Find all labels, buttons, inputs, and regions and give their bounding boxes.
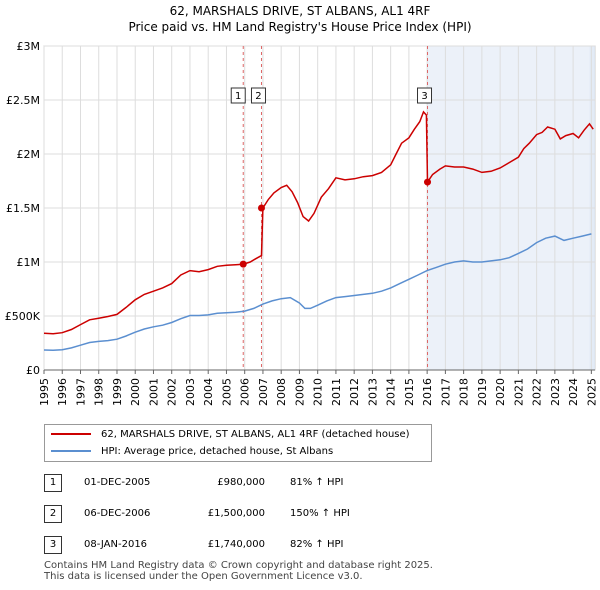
x-tick-label: 2009 xyxy=(293,378,306,406)
sale-number-badge: 3 xyxy=(44,536,62,554)
legend-swatch-hpi xyxy=(51,450,91,452)
x-tick-label: 2014 xyxy=(385,378,398,406)
x-tick-label: 2002 xyxy=(166,378,179,406)
x-tick-label: 1998 xyxy=(93,378,106,406)
x-tick-label: 2020 xyxy=(494,378,507,406)
x-tick-label: 2021 xyxy=(512,378,525,406)
sale-marker-box xyxy=(230,87,246,104)
sale-price: £980,000 xyxy=(217,477,265,488)
legend-item-property: 62, MARSHALS DRIVE, ST ALBANS, AL1 4RF (… xyxy=(51,426,410,444)
chart-legend: 62, MARSHALS DRIVE, ST ALBANS, AL1 4RF (… xyxy=(44,424,432,462)
x-tick-label: 2004 xyxy=(202,378,215,406)
x-tick-label: 2012 xyxy=(348,378,361,406)
sale-marker-box xyxy=(417,87,433,104)
footer-copyright: Contains HM Land Registry data © Crown c… xyxy=(44,560,433,571)
x-tick-label: 2003 xyxy=(184,378,197,406)
sale-point xyxy=(424,178,432,186)
x-tick-label: 2015 xyxy=(403,378,416,406)
sale-row: 1 01-DEC-2005 £980,000 81% ↑ HPI xyxy=(40,474,580,492)
hpi-series-line xyxy=(43,233,592,352)
legend-label-property: 62, MARSHALS DRIVE, ST ALBANS, AL1 4RF (… xyxy=(101,429,410,440)
x-tick-label: 2001 xyxy=(147,378,160,406)
x-tick-label: 2024 xyxy=(567,378,580,406)
x-tick-label: 2008 xyxy=(275,378,288,406)
legend-item-hpi: HPI: Average price, detached house, St A… xyxy=(51,443,333,461)
y-tick-label: £1M xyxy=(17,256,41,269)
y-tick-label: £2.5M xyxy=(6,94,40,107)
sale-date: 08-JAN-2016 xyxy=(84,539,148,550)
x-tick-label: 2022 xyxy=(531,378,544,406)
x-tick-label: 2006 xyxy=(239,378,252,406)
y-tick-label: £1.5M xyxy=(6,202,40,215)
y-tick-label: £3M xyxy=(17,40,41,53)
property-series-line xyxy=(43,110,594,335)
x-tick-label: 2025 xyxy=(585,378,598,406)
x-tick-label: 2016 xyxy=(421,378,434,406)
sale-marker-label: 2 xyxy=(255,91,261,102)
legend-label-hpi: HPI: Average price, detached house, St A… xyxy=(101,446,334,457)
x-tick-label: 1999 xyxy=(111,378,124,406)
legend-swatch-property xyxy=(51,433,91,435)
y-tick-label: £2M xyxy=(17,148,41,161)
y-tick-label: £0 xyxy=(26,364,40,377)
sale-date: 01-DEC-2005 xyxy=(84,477,151,488)
sale-point xyxy=(257,204,265,212)
sale-marker-box xyxy=(250,87,266,104)
sale-row: 2 06-DEC-2006 £1,500,000 150% ↑ HPI xyxy=(40,505,580,523)
x-tick-label: 1997 xyxy=(74,378,87,406)
x-tick-label: 1996 xyxy=(56,378,69,406)
x-tick-label: 2011 xyxy=(330,378,343,406)
x-tick-label: 2017 xyxy=(439,378,452,406)
x-tick-label: 2010 xyxy=(312,378,325,406)
footer-licence: This data is licensed under the Open Gov… xyxy=(44,571,363,582)
sale-hpi-change: 150% ↑ HPI xyxy=(290,508,350,519)
sale-marker-label: 3 xyxy=(421,91,427,102)
sale-row: 3 08-JAN-2016 £1,740,000 82% ↑ HPI xyxy=(40,536,580,554)
sale-hpi-change: 82% ↑ HPI xyxy=(290,539,344,550)
price-chart: £0 £500K £1M £1.5M £2M £2.5M £3M 1995 1996 1997 19… xyxy=(5,40,599,406)
x-tick-label: 2018 xyxy=(458,378,471,406)
x-tick-label: 2023 xyxy=(549,378,562,406)
x-tick-label: 2007 xyxy=(257,378,270,406)
x-tick-label: 1995 xyxy=(38,378,51,406)
sale-price: £1,500,000 xyxy=(207,508,265,519)
sale-date: 06-DEC-2006 xyxy=(84,508,151,519)
sale-point xyxy=(239,260,247,268)
sale-marker-label: 1 xyxy=(235,91,241,102)
sale-number-badge: 2 xyxy=(44,505,62,523)
sale-price: £1,740,000 xyxy=(207,539,265,550)
x-tick-label: 2019 xyxy=(476,378,489,406)
footer: Contains HM Land Registry data © Crown c… xyxy=(44,560,433,582)
sale-hpi-change: 81% ↑ HPI xyxy=(290,477,344,488)
x-tick-label: 2013 xyxy=(366,378,379,406)
chart-title: 62, MARSHALS DRIVE, ST ALBANS, AL1 4RF xyxy=(169,4,431,18)
chart-subtitle: Price paid vs. HM Land Registry's House … xyxy=(128,20,472,34)
sale-number-badge: 1 xyxy=(44,474,62,492)
y-tick-label: £500K xyxy=(5,310,41,323)
x-tick-label: 2005 xyxy=(220,378,233,406)
x-tick-label: 2000 xyxy=(129,378,142,406)
